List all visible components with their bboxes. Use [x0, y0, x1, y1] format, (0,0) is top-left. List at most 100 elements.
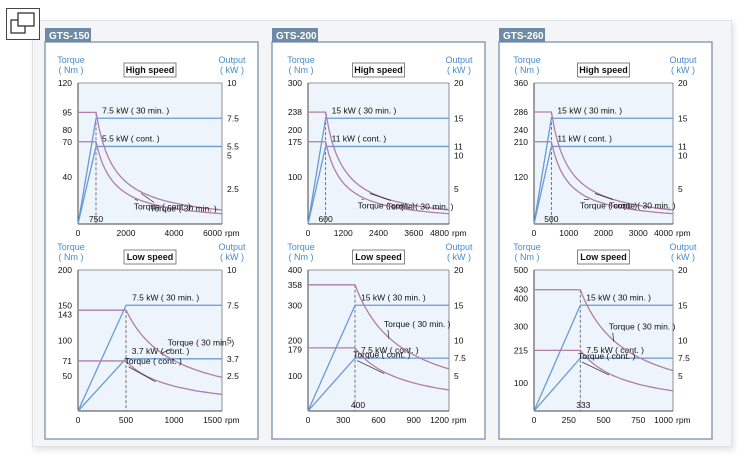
y2-tick-label: 3.7 — [227, 354, 239, 364]
torque-cont-curve — [534, 141, 674, 215]
fullscreen-button[interactable] — [6, 8, 40, 40]
torque-cont-label: Torque ( cont. ) — [134, 201, 191, 211]
y-tick-label: 430 — [514, 285, 528, 295]
output-30min-line — [533, 304, 673, 412]
x-tick-label: 1500 — [203, 415, 222, 425]
x-tick-label: 0 — [532, 415, 537, 425]
plot-area — [534, 83, 673, 224]
plot-area — [308, 83, 449, 224]
model-tab — [499, 28, 545, 42]
output-cont-label: 7.5 kW ( cont. ) — [586, 345, 644, 355]
y2-tick-label: 7.5 — [227, 300, 239, 310]
y-tick-label: 200 — [288, 336, 302, 346]
torque-label-arrow — [140, 193, 155, 203]
output-axis-title: Output — [218, 55, 246, 65]
y2-tick-label: 5.5 — [227, 141, 239, 151]
output-cont-line — [307, 357, 449, 412]
output-30min-label: 7.5 kW ( 30 min. ) — [102, 105, 169, 115]
x-tick-label: 900 — [407, 415, 421, 425]
output-30min-label: 15 kW ( 30 min. ) — [586, 292, 651, 302]
y-tick-label: 100 — [288, 371, 302, 381]
output-cont-label: 3.7 kW ( cont. ) — [132, 346, 190, 356]
y-tick-label: 400 — [514, 294, 528, 304]
torque-cont-label: Torque ( cont. ) — [578, 351, 635, 361]
output-cont-line — [533, 145, 673, 225]
output-cont-label: 11 kW ( cont. ) — [557, 133, 612, 143]
x-tick-label: 0 — [306, 228, 311, 238]
torque-cont-curve — [78, 141, 223, 215]
y-tick-label: 70 — [63, 137, 73, 147]
y-tick-label: 143 — [58, 309, 72, 319]
output-axis-unit: ( kW ) — [220, 252, 244, 262]
output-axis-title: Output — [669, 242, 697, 252]
x-tick-label: 300 — [336, 415, 350, 425]
fullscreen-icon — [10, 12, 35, 34]
torque-axis-title: Torque — [287, 242, 315, 252]
speed-title: Low speed — [355, 252, 402, 262]
x-tick-label: 2400 — [369, 228, 388, 238]
torque-30min-curve — [78, 309, 223, 378]
y2-tick-label: 2.5 — [227, 184, 239, 194]
torque-label-arrow — [387, 329, 390, 339]
speed-title-box — [352, 62, 405, 78]
torque-30min-label: Torque ( 30 min. ) — [168, 338, 235, 348]
x-axis-unit: rpm — [452, 415, 467, 425]
output-cont-line — [533, 357, 673, 412]
y-tick-label: 80 — [63, 125, 73, 135]
output-axis-unit: ( kW ) — [671, 252, 695, 262]
torque-axis-unit: ( Nm ) — [59, 65, 84, 75]
y2-tick-label: 2.5 — [227, 371, 239, 381]
torque-30min-label: Torque ( 30 min. ) — [384, 319, 451, 329]
y2-tick-label: 20 — [678, 265, 688, 275]
y-tick-label: 200 — [288, 125, 302, 135]
y-tick-label: 95 — [63, 107, 73, 117]
x-tick-label: 0 — [76, 228, 81, 238]
torque-30min-label: Torque ( 30 min. ) — [609, 322, 676, 332]
torque-30min-label: Torque ( 30 min. ) — [150, 204, 217, 214]
x-tick-label: 0 — [76, 415, 81, 425]
torque-30min-label: Torque ( 30 min. ) — [609, 200, 676, 210]
y-tick-label: 358 — [288, 280, 302, 290]
speed-title-box — [123, 249, 177, 265]
corner-speed-label: 500 — [544, 214, 558, 224]
output-30min-line — [307, 304, 449, 412]
torque-label-arrow — [612, 332, 615, 342]
x-tick-label: 4000 — [165, 228, 184, 238]
x-tick-label: 3000 — [629, 228, 648, 238]
torque-axis-unit: ( Nm ) — [515, 65, 540, 75]
output-30min-line — [533, 117, 673, 225]
y2-tick-label: 10 — [227, 78, 237, 88]
model-tab-label: GTS-200 — [276, 31, 317, 42]
y-tick-label: 71 — [63, 356, 73, 366]
y-tick-label: 400 — [288, 265, 302, 275]
x-tick-label: 2000 — [117, 228, 136, 238]
torque-axis-title: Torque — [57, 242, 85, 252]
torque-cont-curve — [78, 360, 223, 396]
output-cont-line — [307, 145, 449, 225]
plot-area — [308, 270, 449, 411]
y-tick-label: 150 — [58, 300, 72, 310]
y-tick-label: 210 — [514, 137, 528, 147]
model-tab-label: GTS-150 — [49, 31, 90, 42]
torque-cont-label: Torque ( cont. ) — [580, 200, 637, 210]
torque-label-arrow — [369, 193, 391, 201]
y-tick-label: 240 — [514, 125, 528, 135]
x-tick-label: 4800 — [430, 228, 449, 238]
y2-tick-label: 5 — [454, 184, 459, 194]
torque-cont-curve — [308, 347, 450, 391]
output-axis-title: Output — [669, 55, 697, 65]
x-tick-label: 1000 — [165, 415, 184, 425]
speed-title: Low speed — [127, 252, 174, 262]
output-30min-line — [77, 117, 222, 225]
y2-tick-label: 10 — [227, 265, 237, 275]
plot-area — [78, 83, 222, 224]
y2-tick-label: 7.5 — [678, 353, 690, 363]
x-axis-unit: rpm — [452, 228, 467, 238]
torque-cont-label: Torque ( cont. ) — [358, 200, 415, 210]
y2-tick-label: 15 — [678, 113, 688, 123]
y2-tick-label: 10 — [454, 336, 464, 346]
y2-tick-label: 5 — [678, 184, 683, 194]
output-cont-label: 7.5 kW ( cont. ) — [361, 345, 419, 355]
y2-tick-label: 5 — [227, 336, 232, 346]
